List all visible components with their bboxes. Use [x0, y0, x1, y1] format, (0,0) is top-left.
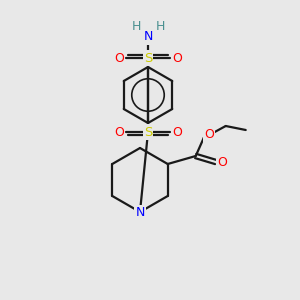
- Text: N: N: [135, 206, 145, 218]
- Text: N: N: [143, 31, 153, 44]
- Text: O: O: [217, 155, 227, 169]
- Text: O: O: [114, 125, 124, 139]
- Text: O: O: [204, 128, 214, 142]
- Text: H: H: [131, 20, 141, 34]
- Text: O: O: [172, 52, 182, 64]
- Text: O: O: [114, 52, 124, 64]
- Text: S: S: [144, 125, 152, 139]
- Text: S: S: [144, 52, 152, 64]
- Text: O: O: [172, 125, 182, 139]
- Text: H: H: [155, 20, 165, 34]
